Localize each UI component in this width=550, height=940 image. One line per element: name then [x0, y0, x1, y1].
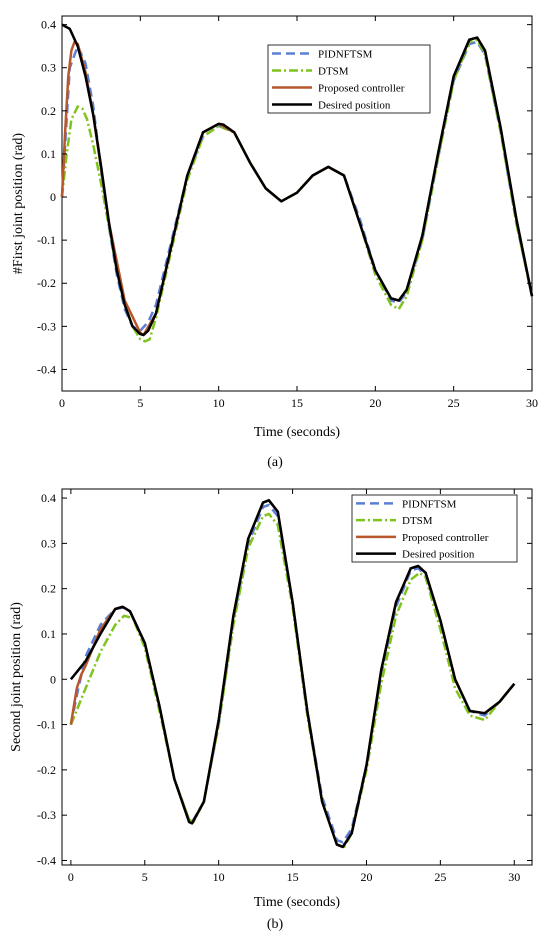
x-tick-label: 15	[291, 396, 303, 410]
x-tick-label: 30	[526, 396, 538, 410]
legend-label: PIDNFTSM	[318, 49, 373, 61]
y-tick-label: 0.2	[41, 582, 56, 596]
series-dtsm	[69, 512, 516, 849]
legend-label: Proposed controller	[318, 83, 405, 95]
x-tick-label: 20	[369, 396, 381, 410]
plot-frame-b	[61, 488, 533, 866]
y-tick-label: 0.3	[41, 536, 56, 550]
legend-box	[267, 44, 431, 114]
y-tick-label: 0.1	[41, 147, 56, 161]
legend-label: Desired position	[318, 100, 391, 112]
x-tick-label: 5	[142, 870, 148, 884]
chart-b: 0 5 10 15 20 25 30 0.4 0.3 0.2 0.1 0 -0.1 -0.2 -0.3 -0.…	[9, 488, 533, 932]
y-axis-label-a: #First joint position (rad)	[11, 133, 26, 275]
y-tick-label: -0.2	[37, 763, 56, 777]
y-tick-label: -0.4	[37, 853, 56, 867]
x-axis-label-b: Time (seconds)	[254, 895, 341, 910]
caption-b: (b)	[267, 917, 284, 932]
y-tick-label: -0.3	[37, 808, 56, 822]
legend-label: Desired position	[402, 549, 475, 561]
legend-label: DTSM	[318, 66, 349, 78]
caption-a: (a)	[267, 455, 283, 470]
y-axis-label-b: Second joint position (rad)	[9, 602, 24, 752]
x-tick-label: 0	[68, 870, 74, 884]
y-tick-label: 0.4	[41, 18, 56, 32]
x-tick-label: 25	[448, 396, 460, 410]
legend-box	[351, 494, 518, 563]
legend-label: PIDNFTSM	[402, 498, 457, 510]
series-group-a	[60, 23, 534, 343]
legend-label: Proposed controller	[402, 532, 489, 544]
y-tick-label: -0.1	[37, 718, 56, 732]
x-tick-label: 0	[59, 396, 65, 410]
y-tick-label: 0	[50, 190, 56, 204]
y-tick-label: 0.1	[41, 627, 56, 641]
y-tick-label: -0.2	[37, 276, 56, 290]
series-group-b	[69, 499, 516, 849]
series-desired	[69, 499, 516, 849]
y-tick-label: 0.3	[41, 61, 56, 75]
y-tick-label: -0.1	[37, 233, 56, 247]
series-desired	[61, 23, 534, 337]
x-tick-label: 30	[508, 870, 520, 884]
y-tick-label: 0	[50, 672, 56, 686]
x-tick-label: 20	[360, 870, 372, 884]
x-tick-label: 15	[287, 870, 299, 884]
y-tick-label: 0.2	[41, 104, 56, 118]
x-axis-label-a: Time (seconds)	[254, 425, 341, 440]
ticks-a: 0 5 10 15 20 25 30 0.4 0.3 0.2 0.1 0 -0.1 -0.2 -0.3 -0.…	[37, 16, 538, 410]
ticks-b: 0 5 10 15 20 25 30 0.4 0.3 0.2 0.1 0 -0.1 -0.2 -0.3 -0.…	[37, 489, 532, 884]
legend-a: PIDNFTSM DTSM Proposed controller Desired p…	[267, 44, 431, 114]
x-tick-label: 10	[213, 396, 225, 410]
legend-b: PIDNFTSM DTSM Proposed controller Desired p…	[351, 494, 518, 563]
chart-a: 0 5 10 15 20 25 30 0.4 0.3 0.2 0.1 0 -0.1 -0.2 -0.3 -0.…	[11, 15, 538, 470]
y-tick-label: -0.3	[37, 319, 56, 333]
x-tick-label: 25	[434, 870, 446, 884]
x-tick-label: 5	[137, 396, 143, 410]
y-tick-label: 0.4	[41, 491, 56, 505]
y-tick-label: -0.4	[37, 362, 56, 376]
legend-label: DTSM	[402, 515, 433, 527]
x-tick-label: 10	[213, 870, 225, 884]
